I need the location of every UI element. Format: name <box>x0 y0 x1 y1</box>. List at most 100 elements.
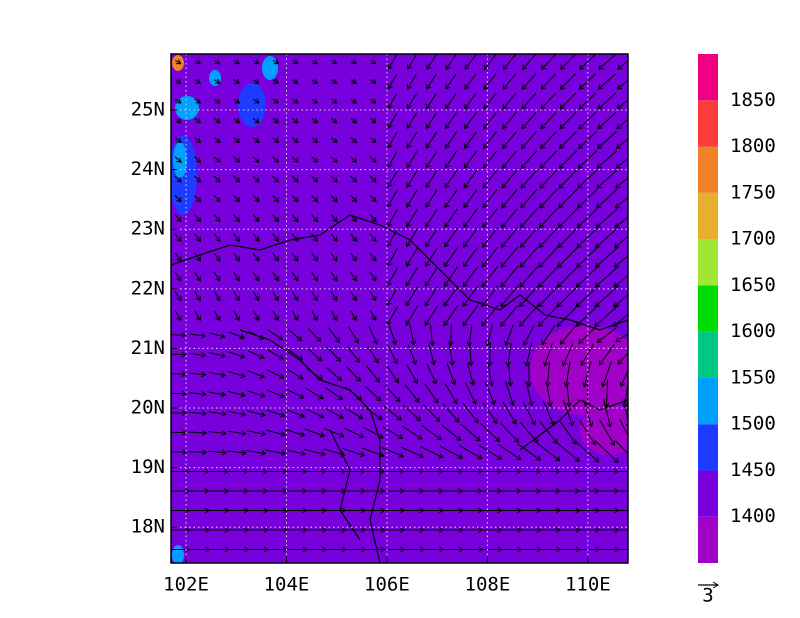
wind-vector <box>387 151 398 169</box>
wind-vector <box>596 327 617 344</box>
colorbar-box <box>698 424 718 471</box>
wind-vector <box>500 227 518 248</box>
wind-vector <box>428 344 437 366</box>
wind-vector <box>536 442 561 462</box>
wind-vector <box>324 407 344 419</box>
wind-vector <box>406 93 417 110</box>
wind-vector <box>443 247 458 268</box>
wind-vector <box>502 73 517 90</box>
wind-vector <box>520 188 538 209</box>
wind-vector <box>291 233 299 243</box>
wind-vector <box>482 402 498 425</box>
wind-vector <box>614 216 628 229</box>
wind-vector <box>272 214 280 223</box>
wind-vector <box>291 175 299 183</box>
wind-vector <box>174 291 182 302</box>
wind-vector <box>252 291 260 302</box>
wind-vector <box>499 422 520 443</box>
colorbar-label: 1500 <box>730 413 776 435</box>
wind-vector <box>464 92 477 110</box>
wind-vector <box>480 423 501 443</box>
wind-vector <box>577 169 598 189</box>
wind-vector <box>189 332 207 339</box>
wind-vector <box>500 304 519 327</box>
wind-vector <box>291 310 299 322</box>
wind-vector <box>227 410 247 417</box>
lat-tick-label: 21N <box>131 337 165 359</box>
wind-vector <box>406 189 418 208</box>
wind-vector <box>330 194 338 203</box>
wind-vector <box>482 131 497 150</box>
wind-vector <box>194 175 202 183</box>
wind-vector <box>405 305 419 326</box>
wind-vector <box>369 252 377 262</box>
wind-vector <box>174 252 182 262</box>
wind-vector <box>400 446 425 459</box>
wind-vector <box>425 131 438 149</box>
wind-vector <box>174 214 182 223</box>
wind-vector <box>369 117 377 124</box>
wind-vector <box>387 132 398 149</box>
wind-vector <box>233 291 240 302</box>
wind-vector <box>539 131 557 150</box>
vector-scale-arrowhead <box>712 581 719 589</box>
wind-vector <box>228 351 246 359</box>
wind-vector <box>463 150 478 169</box>
wind-vector <box>420 446 444 459</box>
wind-vector <box>545 380 553 408</box>
wind-vector <box>311 59 318 65</box>
wind-vector <box>171 390 188 397</box>
wind-vector <box>422 404 441 423</box>
wind-vector <box>369 194 377 203</box>
wind-vector <box>562 399 575 427</box>
wind-vector <box>267 349 284 360</box>
wind-vector <box>482 169 498 189</box>
wind-vector <box>350 137 358 144</box>
wind-vector <box>425 170 438 189</box>
wind-vector <box>346 366 362 382</box>
wind-vector <box>233 271 240 282</box>
wind-vector <box>582 399 594 428</box>
wind-vector <box>233 59 240 65</box>
wind-vector <box>558 188 578 209</box>
lat-tick-label: 22N <box>131 277 165 299</box>
wind-vector <box>209 332 226 339</box>
wind-vector <box>228 331 246 340</box>
wind-vector <box>596 169 618 189</box>
wind-vector <box>540 73 557 90</box>
wind-vector <box>369 78 377 84</box>
wind-vector <box>213 271 221 282</box>
wind-vector <box>194 310 201 322</box>
wind-vector <box>369 291 377 302</box>
wind-vector <box>424 285 439 307</box>
wind-vector <box>272 271 279 282</box>
wind-vector <box>350 175 358 183</box>
wind-vector <box>194 59 201 65</box>
colorbar-label: 1550 <box>730 366 776 388</box>
wind-vector <box>350 214 358 223</box>
wind-vector <box>444 208 458 228</box>
wind-vector <box>311 175 319 183</box>
wind-vector <box>601 361 612 388</box>
wind-vector <box>481 304 499 327</box>
wind-vector <box>386 209 398 228</box>
wind-vector <box>287 328 303 342</box>
wind-vector <box>425 112 437 130</box>
wind-vector <box>285 408 306 418</box>
wind-vector <box>233 137 241 144</box>
wind-vector <box>426 93 437 110</box>
colorbar-label: 1600 <box>730 320 776 342</box>
wind-vector <box>188 410 207 417</box>
wind-vector <box>207 449 228 456</box>
wind-vector <box>267 369 285 380</box>
wind-vector <box>286 388 305 399</box>
wind-vector <box>521 92 537 110</box>
wind-vector <box>464 112 477 130</box>
wind-vector <box>463 131 477 150</box>
wind-vector <box>311 117 319 124</box>
wind-vector <box>505 381 515 407</box>
wind-vector <box>247 370 266 379</box>
wind-vector <box>252 194 260 203</box>
wind-vector <box>387 54 397 70</box>
wind-vector <box>387 170 398 188</box>
